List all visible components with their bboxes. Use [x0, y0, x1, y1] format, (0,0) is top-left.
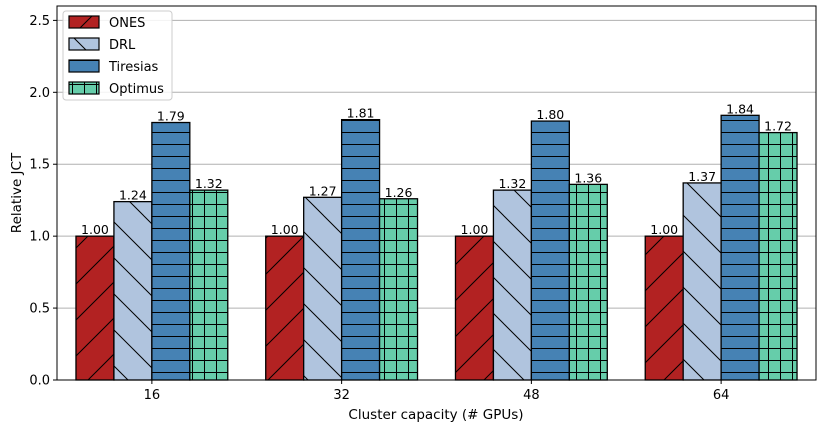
legend-swatch-hatch-tiresias	[68, 59, 100, 73]
data-label-tiresias-32: 1.81	[347, 106, 375, 121]
data-label-drl-48: 1.32	[498, 176, 526, 191]
bar-hatch-tiresias-16	[151, 121, 191, 381]
legend-label-tiresias: Tiresias	[108, 60, 159, 75]
y-tick-label: 1.0	[29, 230, 50, 245]
data-label-optimus-16: 1.32	[195, 176, 223, 191]
legend-box	[62, 10, 173, 101]
legend-swatch-hatch-drl	[68, 37, 100, 51]
y-tick-label: 1.5	[29, 158, 50, 173]
data-labels: 1.00 1.24 1.79 1.32 1.00 1.27 1.81 1.26 1.00 1.32…	[81, 101, 792, 237]
bar-hatch-ones-64	[644, 235, 684, 381]
data-label-ones-16: 1.00	[81, 222, 109, 237]
legend-swatch-hatch-optimus	[68, 81, 100, 95]
x-tick-label: 16	[144, 388, 161, 403]
legend-label-drl: DRL	[109, 38, 136, 53]
bar-hatch-optimus-64	[758, 131, 798, 381]
x-axis-ticks: 16 32 48 64	[144, 380, 730, 403]
x-tick-label: 48	[523, 388, 540, 403]
data-label-drl-64: 1.37	[688, 169, 716, 184]
bars	[75, 114, 798, 381]
data-label-tiresias-16: 1.79	[157, 109, 185, 124]
y-tick-label: 2.5	[29, 14, 50, 29]
y-tick-label: 0.5	[29, 302, 50, 317]
bar-hatch-ones-32	[265, 235, 305, 381]
data-label-optimus-32: 1.26	[385, 185, 413, 200]
data-label-optimus-64: 1.72	[764, 119, 792, 134]
data-label-drl-32: 1.27	[309, 183, 337, 198]
data-label-tiresias-64: 1.84	[726, 101, 754, 116]
plot-area	[56, 5, 817, 381]
data-label-ones-48: 1.00	[461, 222, 489, 237]
bar-hatch-optimus-32	[378, 198, 419, 381]
legend: ONES DRL Tiresias Optimus	[62, 10, 173, 101]
legend-swatch-hatch-ones	[68, 15, 100, 29]
bar-hatch-tiresias-32	[340, 118, 381, 381]
bar-hatch-tiresias-64	[720, 114, 760, 381]
bar-hatch-ones-16	[75, 235, 115, 381]
bar-hatch-drl-64	[682, 182, 722, 381]
bar-hatch-tiresias-48	[530, 120, 570, 381]
bar-hatch-optimus-48	[568, 183, 608, 381]
data-label-optimus-48: 1.36	[574, 170, 602, 185]
y-axis-title: Relative JCT	[9, 152, 25, 233]
bar-hatch-optimus-16	[189, 189, 229, 381]
data-label-ones-32: 1.00	[271, 222, 299, 237]
bar-hatch-drl-32	[303, 196, 343, 381]
bar-hatch-drl-48	[492, 189, 533, 381]
bar-hatch-drl-16	[113, 200, 153, 381]
bar-hatch-ones-48	[454, 235, 495, 381]
data-label-ones-64: 1.00	[650, 222, 678, 237]
y-tick-label: 2.0	[29, 86, 50, 101]
legend-label-optimus: Optimus	[109, 82, 164, 97]
x-tick-label: 64	[713, 388, 730, 403]
x-tick-label: 32	[333, 388, 350, 403]
legend-label-ones: ONES	[109, 16, 145, 31]
data-label-drl-16: 1.24	[119, 188, 147, 203]
x-axis-title: Cluster capacity (# GPUs)	[348, 407, 523, 423]
y-axis-ticks: 0.0 0.5 1.0 1.5 2.0 2.5	[29, 14, 57, 389]
y-tick-label: 0.0	[29, 374, 50, 389]
data-label-tiresias-48: 1.80	[536, 107, 564, 122]
